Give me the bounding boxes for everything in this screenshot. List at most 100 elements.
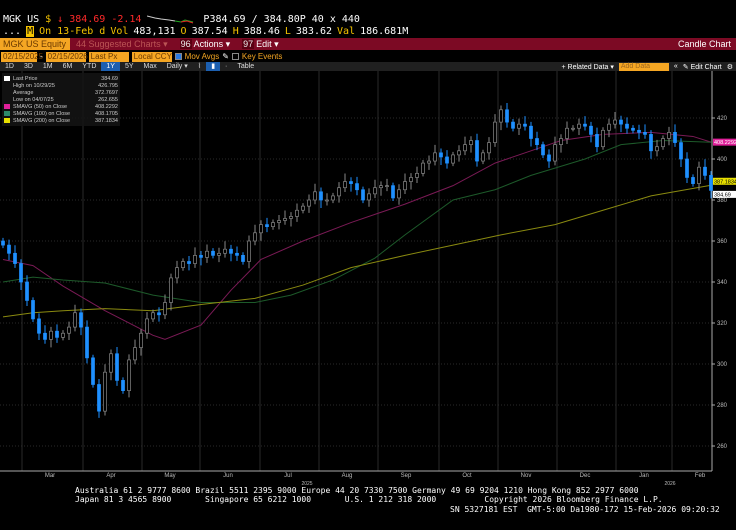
currency-select[interactable]: Local CCY xyxy=(131,51,172,62)
x-tick-label: Aug xyxy=(342,473,353,479)
candle-body xyxy=(85,326,89,359)
candle xyxy=(259,220,263,241)
period-5y[interactable]: 5Y xyxy=(124,63,134,70)
legend-label: Low on 04/07/25 xyxy=(13,96,54,103)
candle xyxy=(109,349,113,381)
edit-menu[interactable]: 97 Edit ▾ xyxy=(236,38,285,50)
value-label: Val xyxy=(337,25,356,37)
candle-body xyxy=(451,154,455,164)
open-label: O xyxy=(180,25,187,37)
candle xyxy=(427,155,431,170)
candle-body xyxy=(379,185,383,189)
candle-body xyxy=(181,261,185,269)
ticker: MGK US xyxy=(3,13,40,25)
candle xyxy=(295,203,299,222)
key-events-checkbox[interactable] xyxy=(231,53,239,60)
candle xyxy=(223,241,227,258)
candle-body xyxy=(265,224,269,228)
candle-body xyxy=(157,312,161,316)
candle xyxy=(559,134,563,153)
period-6m[interactable]: 6M xyxy=(62,63,73,70)
x-tick-label: Apr xyxy=(106,473,115,479)
line-chart-icon[interactable]: ⌇ xyxy=(197,63,202,70)
suggested-charts-menu[interactable]: 44 Suggested Charts ▾ xyxy=(70,39,174,50)
y-tick-label: 420 xyxy=(717,116,728,122)
mov-avgs-checkbox[interactable] xyxy=(174,53,182,60)
pencil-icon[interactable]: ✎ xyxy=(222,52,229,61)
candle xyxy=(169,273,173,311)
candle-body xyxy=(361,189,365,201)
legend-value: 408.1705 xyxy=(95,110,118,117)
candle xyxy=(367,188,371,207)
dot-icon[interactable]: · xyxy=(225,63,228,70)
candle xyxy=(709,171,713,199)
candle xyxy=(61,330,65,341)
candle-body xyxy=(493,121,497,143)
candle-chart-icon[interactable]: ▮ xyxy=(206,62,221,71)
candle-body xyxy=(55,330,59,338)
candle xyxy=(607,118,611,138)
candle-body xyxy=(331,195,335,201)
period-ytd[interactable]: YTD xyxy=(82,63,97,70)
candle-body xyxy=(13,252,17,264)
candle xyxy=(469,136,473,153)
period-daily[interactable]: Daily ▾ xyxy=(166,63,188,70)
candle xyxy=(643,124,647,139)
table-button[interactable]: Table xyxy=(237,63,255,70)
candle-body xyxy=(667,131,671,139)
candle xyxy=(349,177,353,192)
period-bar: 1D 3D 1M 6M YTD 1Y 5Y Max Daily ▾ ⌇ ▮ · Table + … xyxy=(0,62,736,71)
last-price: 384.69 xyxy=(69,13,106,25)
candle xyxy=(667,126,671,146)
period-3d[interactable]: 3D xyxy=(23,63,33,70)
legend-value: 372.7697 xyxy=(95,89,118,96)
candle xyxy=(511,119,515,132)
candle xyxy=(451,151,455,167)
candle-body xyxy=(301,205,305,211)
period-1y[interactable]: 1Y xyxy=(101,62,120,71)
candle xyxy=(571,125,575,132)
period-max[interactable]: Max xyxy=(143,63,157,70)
candle-body xyxy=(259,224,263,234)
end-date-input[interactable]: 02/15/2026 xyxy=(45,51,88,62)
related-data-button[interactable]: + Related Data ▾ xyxy=(561,63,614,71)
candle xyxy=(265,217,269,233)
candle-chart[interactable]: 260 280 300 320 340 360 380 400 420 Mar Apr May Jun J… xyxy=(0,71,736,489)
candle xyxy=(181,258,185,271)
candle-body xyxy=(499,109,503,123)
candle xyxy=(391,182,395,202)
period-1d[interactable]: 1D xyxy=(5,63,14,70)
candle xyxy=(631,125,635,134)
candle xyxy=(685,152,689,183)
footer-line: Japan 81 3 4565 8900 Singapore 65 6212 1… xyxy=(75,495,663,504)
edit-chart-button[interactable]: ✎ Edit Chart xyxy=(682,63,722,71)
candle-body xyxy=(289,216,293,219)
toolbar: MGK US Equity 44 Suggested Charts ▾ 96 Ac… xyxy=(0,38,736,50)
candle xyxy=(193,247,197,268)
field-select[interactable]: Last Px xyxy=(88,51,129,62)
start-date-input[interactable]: 02/15/2025 xyxy=(1,51,44,62)
actions-menu[interactable]: 96 Actions ▾ xyxy=(174,38,237,50)
candle-body xyxy=(661,138,665,148)
gear-icon[interactable]: ⚙ xyxy=(726,63,733,71)
candle-body xyxy=(235,252,239,256)
candle-body xyxy=(367,193,371,201)
legend-swatch xyxy=(4,111,10,116)
candle xyxy=(583,116,587,131)
candle xyxy=(283,210,287,225)
candle xyxy=(319,187,323,208)
candle xyxy=(637,124,641,140)
candle-body xyxy=(583,123,587,127)
add-data-input[interactable]: Add Data xyxy=(618,62,669,71)
x-tick-label: Feb xyxy=(695,473,706,479)
period-1m[interactable]: 1M xyxy=(42,63,53,70)
candle-body xyxy=(619,119,623,125)
candle-body xyxy=(31,300,35,320)
candle-body xyxy=(673,131,677,143)
collapse-icon[interactable]: « xyxy=(673,63,678,70)
candle xyxy=(37,313,41,341)
price-tag xyxy=(713,177,736,185)
candle-body xyxy=(121,380,125,391)
security-input[interactable]: MGK US Equity xyxy=(0,38,70,50)
candle-body xyxy=(223,248,227,254)
